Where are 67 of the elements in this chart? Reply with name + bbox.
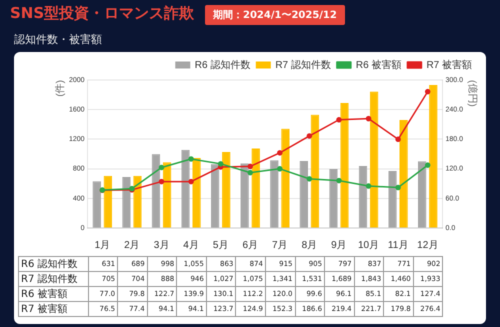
point (247, 170, 253, 176)
bar (310, 114, 320, 228)
point (158, 164, 164, 170)
text: R7 認知件数 (21, 274, 78, 285)
text: R6 認知件数 (21, 259, 78, 270)
x-tick-label: 10月 (358, 240, 380, 251)
x-tick-label: 7月 (272, 240, 288, 251)
bar (429, 84, 438, 228)
bar (300, 161, 308, 228)
bar (210, 164, 220, 228)
point (366, 116, 372, 122)
chart-subtitle: 認知件数・被害額 (14, 32, 102, 47)
bar (252, 148, 260, 228)
bar (192, 158, 201, 228)
x-tick-label: 8月 (302, 240, 318, 251)
bar (329, 169, 338, 228)
point (366, 183, 372, 189)
bar (92, 181, 101, 228)
bar (122, 177, 131, 228)
y2-axis-title: (億円) (466, 80, 478, 107)
point (218, 161, 224, 167)
x-tick-label: 6月 (242, 240, 258, 251)
bar (152, 154, 160, 228)
bar (240, 163, 249, 228)
text: R6 被害額 (21, 289, 68, 300)
text: R7 被害額 (21, 304, 68, 315)
x-tick-label: 9月 (331, 240, 347, 251)
point (424, 88, 430, 94)
point (336, 178, 342, 184)
point (306, 176, 312, 182)
x-tick-label: 1月 (94, 240, 110, 251)
bar (162, 162, 172, 228)
point (424, 162, 430, 168)
x-tick-label: 2月 (124, 240, 140, 251)
legend-label: R6 被害額 (356, 58, 402, 71)
point (395, 136, 401, 142)
point (188, 156, 194, 162)
point (277, 166, 283, 172)
legend-label: R6 認知件数 (194, 58, 250, 71)
bar (418, 161, 426, 228)
point (247, 164, 253, 170)
bar (388, 170, 397, 228)
x-tick-label: 5月 (212, 240, 228, 251)
legend-label: R7 被害額 (426, 58, 472, 71)
point (306, 133, 312, 139)
y-axis-title: (件) (54, 80, 66, 97)
point (158, 178, 164, 184)
bar (270, 160, 278, 228)
point (188, 178, 194, 184)
bar (340, 103, 349, 228)
bar (104, 176, 112, 228)
x-tick-label: 3月 (154, 240, 170, 251)
bar (181, 150, 190, 228)
bar (400, 120, 408, 228)
point (336, 117, 342, 123)
x-tick-label: 12月 (417, 240, 438, 251)
x-tick-label: 11月 (388, 240, 408, 251)
point (395, 184, 401, 190)
x-tick-label: 4月 (183, 240, 199, 251)
legend-label: R7 認知件数 (275, 58, 331, 71)
bar (358, 166, 368, 228)
text: 期間：2024/1〜2025/12 (205, 5, 345, 25)
bar (370, 92, 378, 228)
chart-title: SNS型投資・ロマンス詐欺 (10, 4, 194, 23)
bar (281, 128, 290, 228)
bar (222, 152, 230, 228)
point (277, 150, 283, 156)
